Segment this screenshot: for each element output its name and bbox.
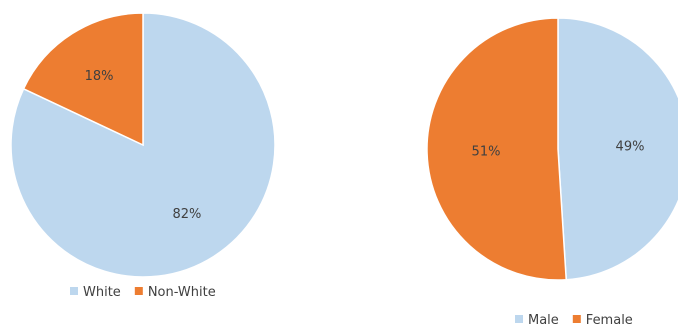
pie-chart-gender: 49% 51% Male Female xyxy=(426,17,678,328)
pie-chart-race: 82% 18% White Non-White xyxy=(10,12,276,300)
data-label-white: 82% xyxy=(172,207,201,222)
legend-swatch-non-white xyxy=(134,287,143,295)
legend-swatch-female xyxy=(572,315,581,323)
legend-label-white: White xyxy=(83,285,121,300)
pie-slice-non-white xyxy=(22,12,144,147)
legend-swatch-male xyxy=(515,315,523,323)
pie-slice-female xyxy=(426,17,568,281)
data-label-female: 51% xyxy=(472,144,501,159)
data-label-male: 49% xyxy=(616,140,645,155)
pie-slice-male xyxy=(557,17,678,281)
data-label-non-white: 18% xyxy=(85,69,114,84)
legend-label-non-white: Non-White xyxy=(148,285,216,300)
legend-swatch-white xyxy=(70,287,78,295)
legend-label-male: Male xyxy=(528,313,559,328)
legend-label-female: Female xyxy=(586,313,633,328)
